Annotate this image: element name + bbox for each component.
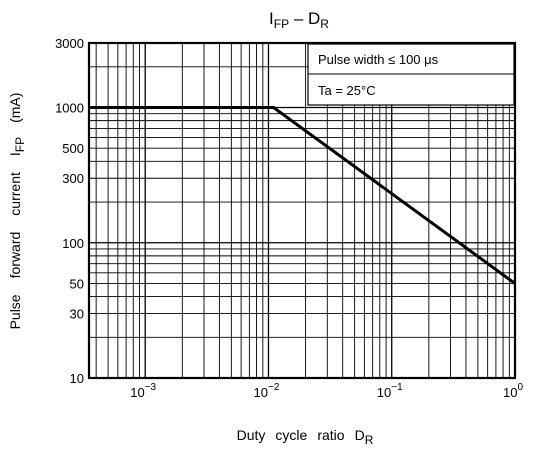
- x-tick-base: 10: [130, 385, 144, 400]
- x-tick-base: 10: [254, 385, 268, 400]
- x-tick-label: 10−2: [254, 382, 280, 400]
- conditions-box: Pulse width ≤ 100 μs Ta = 25°C: [307, 43, 515, 106]
- y-tick-label: 3000: [55, 36, 84, 51]
- xlabel-word-1: Duty: [237, 427, 266, 443]
- series-line: [89, 106, 516, 285]
- x-tick-exponent: −2: [268, 382, 280, 393]
- xlabel-symbol: D: [355, 427, 365, 443]
- ylabel-word-1: Pulse: [7, 294, 23, 329]
- title-separator: –: [289, 9, 308, 28]
- y-tick-label: 300: [62, 171, 84, 186]
- x-tick-exponent: 0: [517, 382, 523, 393]
- x-tick-label: 100: [503, 382, 523, 400]
- xlabel-word-3: ratio: [317, 427, 344, 443]
- title-subscript-2: R: [320, 17, 329, 31]
- x-tick-label: 10−3: [130, 382, 156, 400]
- title-symbol: I: [269, 9, 274, 28]
- x-tick-base: 10: [377, 385, 391, 400]
- x-axis-label: Duty cycle ratio DR: [237, 427, 374, 447]
- ylabel-word-2: forward: [7, 232, 23, 279]
- x-tick-exponent: −3: [145, 382, 157, 393]
- ylabel-unit: (mA): [7, 93, 23, 123]
- plot-frame: [87, 41, 517, 380]
- series-layer: [89, 106, 516, 285]
- y-tick-label: 50: [70, 276, 84, 291]
- y-tick-label: 500: [62, 141, 84, 156]
- x-tick-labels: 10−3 10−2 10−1 100: [130, 382, 523, 400]
- xlabel-word-2: cycle: [275, 427, 307, 443]
- ylabel-symbol: I: [7, 152, 23, 156]
- y-tick-labels: 3000 1000 500 300 100 50 30 10: [55, 36, 84, 386]
- y-tick-label: 30: [70, 306, 84, 321]
- chart-title: IFP – DR: [269, 9, 329, 31]
- y-axis-label: Pulse forward current IFP (mA): [7, 93, 27, 330]
- annotation-ambient-temp: Ta = 25°C: [318, 83, 376, 98]
- annotation-pulse-width: Pulse width ≤ 100 μs: [318, 52, 439, 67]
- y-tick-label: 100: [62, 236, 84, 251]
- title-subscript: FP: [274, 17, 289, 31]
- x-tick-label: 10−1: [377, 382, 403, 400]
- y-tick-label: 1000: [55, 101, 84, 116]
- ylabel-subscript: FP: [13, 137, 27, 152]
- title-symbol-2: D: [308, 9, 320, 28]
- x-tick-exponent: −1: [391, 382, 403, 393]
- y-tick-label: 10: [70, 371, 84, 386]
- ylabel-word-3: current: [7, 172, 23, 216]
- x-tick-base: 10: [503, 385, 517, 400]
- xlabel-subscript: R: [365, 433, 374, 447]
